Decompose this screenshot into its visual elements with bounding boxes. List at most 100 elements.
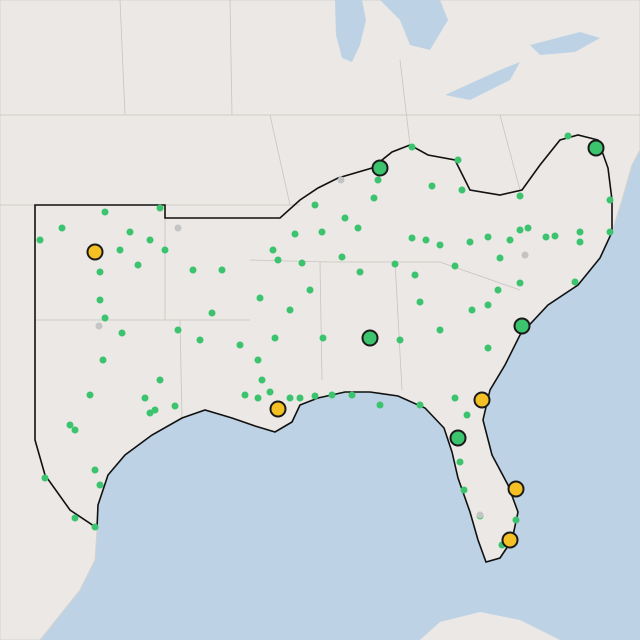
station-marker[interactable] xyxy=(236,341,244,349)
station-marker[interactable] xyxy=(463,411,471,419)
station-marker[interactable] xyxy=(411,271,419,279)
station-marker[interactable] xyxy=(468,306,476,314)
inactive-marker[interactable] xyxy=(174,224,182,232)
major-marker[interactable] xyxy=(587,139,605,157)
station-marker[interactable] xyxy=(66,421,74,429)
station-marker[interactable] xyxy=(606,196,614,204)
station-marker[interactable] xyxy=(576,238,584,246)
station-marker[interactable] xyxy=(151,406,159,414)
station-marker[interactable] xyxy=(524,224,532,232)
station-marker[interactable] xyxy=(436,326,444,334)
station-marker[interactable] xyxy=(296,394,304,402)
station-marker[interactable] xyxy=(99,356,107,364)
station-marker[interactable] xyxy=(408,234,416,242)
major-marker[interactable] xyxy=(449,429,467,447)
station-marker[interactable] xyxy=(466,238,474,246)
station-marker[interactable] xyxy=(484,233,492,241)
warning-marker[interactable] xyxy=(501,531,519,549)
station-marker[interactable] xyxy=(96,481,104,489)
warning-marker[interactable] xyxy=(86,243,104,261)
station-marker[interactable] xyxy=(156,204,164,212)
station-marker[interactable] xyxy=(36,236,44,244)
station-marker[interactable] xyxy=(391,260,399,268)
station-marker[interactable] xyxy=(428,182,436,190)
station-marker[interactable] xyxy=(422,236,430,244)
station-marker[interactable] xyxy=(254,394,262,402)
station-marker[interactable] xyxy=(516,192,524,200)
station-marker[interactable] xyxy=(189,266,197,274)
station-marker[interactable] xyxy=(96,268,104,276)
station-marker[interactable] xyxy=(494,286,502,294)
inactive-marker[interactable] xyxy=(521,251,529,259)
station-marker[interactable] xyxy=(416,298,424,306)
station-marker[interactable] xyxy=(196,336,204,344)
station-marker[interactable] xyxy=(516,279,524,287)
station-marker[interactable] xyxy=(416,401,424,409)
station-marker[interactable] xyxy=(126,228,134,236)
station-marker[interactable] xyxy=(256,294,264,302)
station-marker[interactable] xyxy=(328,391,336,399)
station-marker[interactable] xyxy=(506,236,514,244)
major-marker[interactable] xyxy=(361,329,379,347)
station-marker[interactable] xyxy=(496,254,504,262)
station-marker[interactable] xyxy=(266,388,274,396)
station-marker[interactable] xyxy=(286,306,294,314)
station-marker[interactable] xyxy=(306,286,314,294)
station-marker[interactable] xyxy=(274,256,282,264)
inactive-marker[interactable] xyxy=(95,322,103,330)
station-marker[interactable] xyxy=(341,214,349,222)
station-marker[interactable] xyxy=(319,334,327,342)
station-marker[interactable] xyxy=(484,301,492,309)
station-marker[interactable] xyxy=(551,232,559,240)
inactive-marker[interactable] xyxy=(337,176,345,184)
warning-marker[interactable] xyxy=(269,400,287,418)
station-marker[interactable] xyxy=(456,458,464,466)
station-marker[interactable] xyxy=(96,296,104,304)
station-marker[interactable] xyxy=(454,156,462,164)
station-marker[interactable] xyxy=(174,326,182,334)
station-marker[interactable] xyxy=(91,466,99,474)
station-marker[interactable] xyxy=(318,228,326,236)
warning-marker[interactable] xyxy=(473,391,491,409)
station-marker[interactable] xyxy=(161,246,169,254)
station-marker[interactable] xyxy=(396,336,404,344)
station-marker[interactable] xyxy=(271,334,279,342)
station-marker[interactable] xyxy=(71,426,79,434)
inactive-marker[interactable] xyxy=(476,511,484,519)
station-marker[interactable] xyxy=(269,246,277,254)
station-marker[interactable] xyxy=(516,226,524,234)
station-marker[interactable] xyxy=(71,514,79,522)
station-marker[interactable] xyxy=(356,268,364,276)
station-marker[interactable] xyxy=(564,132,572,140)
station-marker[interactable] xyxy=(171,402,179,410)
station-marker[interactable] xyxy=(484,344,492,352)
major-marker[interactable] xyxy=(513,317,531,335)
station-marker[interactable] xyxy=(451,262,459,270)
station-marker[interactable] xyxy=(436,241,444,249)
station-marker[interactable] xyxy=(101,314,109,322)
station-marker[interactable] xyxy=(258,376,266,384)
major-marker[interactable] xyxy=(371,159,389,177)
station-marker[interactable] xyxy=(146,236,154,244)
station-marker[interactable] xyxy=(141,394,149,402)
station-marker[interactable] xyxy=(58,224,66,232)
station-marker[interactable] xyxy=(354,224,362,232)
station-marker[interactable] xyxy=(41,474,49,482)
station-marker[interactable] xyxy=(376,401,384,409)
station-marker[interactable] xyxy=(116,246,124,254)
station-marker[interactable] xyxy=(241,391,249,399)
station-marker[interactable] xyxy=(311,201,319,209)
station-marker[interactable] xyxy=(156,376,164,384)
station-marker[interactable] xyxy=(286,394,294,402)
station-marker[interactable] xyxy=(348,391,356,399)
station-marker[interactable] xyxy=(374,176,382,184)
station-marker[interactable] xyxy=(91,523,99,531)
station-marker[interactable] xyxy=(101,208,109,216)
station-marker[interactable] xyxy=(408,143,416,151)
station-marker[interactable] xyxy=(571,278,579,286)
station-marker[interactable] xyxy=(338,253,346,261)
station-marker[interactable] xyxy=(291,230,299,238)
station-marker[interactable] xyxy=(311,392,319,400)
station-marker[interactable] xyxy=(370,194,378,202)
station-marker[interactable] xyxy=(512,516,520,524)
